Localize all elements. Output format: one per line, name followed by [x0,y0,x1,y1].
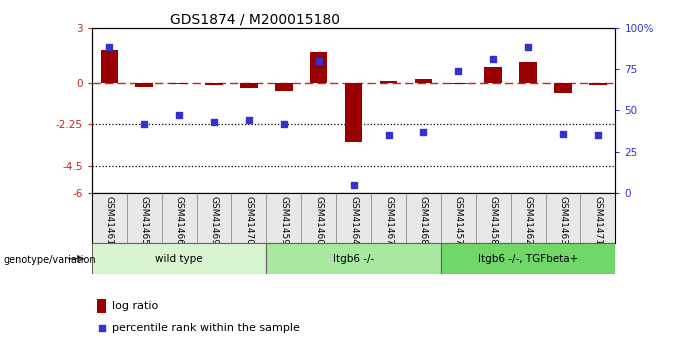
Bar [275,83,292,91]
Point [243,118,254,123]
Bar [92,243,267,274]
Text: percentile rank within the sample: percentile rank within the sample [112,323,300,333]
Point [523,45,534,50]
Bar [379,81,397,83]
Text: GSM41467: GSM41467 [384,196,393,245]
Text: GSM41457: GSM41457 [454,196,463,245]
Bar [589,83,607,85]
Bar [170,83,188,84]
Bar [484,67,502,83]
Point [348,182,359,188]
Bar [101,50,118,83]
Text: genotype/variation: genotype/variation [3,256,96,265]
Text: GSM41462: GSM41462 [524,196,532,245]
Bar [441,193,476,243]
Bar [126,193,162,243]
Bar [301,193,336,243]
Point [209,119,220,125]
Text: log ratio: log ratio [112,301,158,311]
Bar [267,193,301,243]
Text: GSM41460: GSM41460 [314,196,323,245]
Bar [267,243,441,274]
Bar [545,193,581,243]
Text: Itgb6 -/-: Itgb6 -/- [333,254,374,264]
Bar [162,193,197,243]
Text: GSM41469: GSM41469 [209,196,218,245]
Point [558,131,568,136]
Bar [92,193,126,243]
Bar [554,83,572,93]
Text: GDS1874 / M200015180: GDS1874 / M200015180 [170,12,340,27]
Text: GSM41470: GSM41470 [244,196,254,245]
Text: GSM41468: GSM41468 [419,196,428,245]
Bar [511,193,545,243]
Point [139,121,150,126]
Point [453,68,464,73]
Point [97,325,107,331]
Point [383,132,394,138]
Text: GSM41461: GSM41461 [105,196,114,245]
Bar [449,83,467,84]
Point [592,132,603,138]
Text: GSM41465: GSM41465 [139,196,149,245]
Bar [406,193,441,243]
Bar [336,193,371,243]
Point [173,112,184,118]
Bar [441,243,615,274]
Bar [345,83,362,142]
Bar [520,62,537,83]
Text: Itgb6 -/-, TGFbeta+: Itgb6 -/-, TGFbeta+ [478,254,578,264]
Bar [135,83,153,87]
Text: GSM41471: GSM41471 [594,196,602,245]
Bar [240,83,258,88]
Bar [371,193,406,243]
Text: wild type: wild type [155,254,203,264]
Text: GSM41458: GSM41458 [489,196,498,245]
Bar [415,79,432,83]
Point [488,56,498,62]
Text: GSM41464: GSM41464 [349,196,358,245]
Point [104,45,115,50]
Bar [205,83,222,85]
Point [418,129,429,135]
Point [313,58,324,63]
Bar [310,52,327,83]
Bar [476,193,511,243]
Bar [197,193,231,243]
Bar [97,299,107,313]
Bar [581,193,615,243]
Text: GSM41459: GSM41459 [279,196,288,245]
Bar [231,193,267,243]
Text: GSM41463: GSM41463 [558,196,568,245]
Point [278,121,289,126]
Text: GSM41466: GSM41466 [175,196,184,245]
